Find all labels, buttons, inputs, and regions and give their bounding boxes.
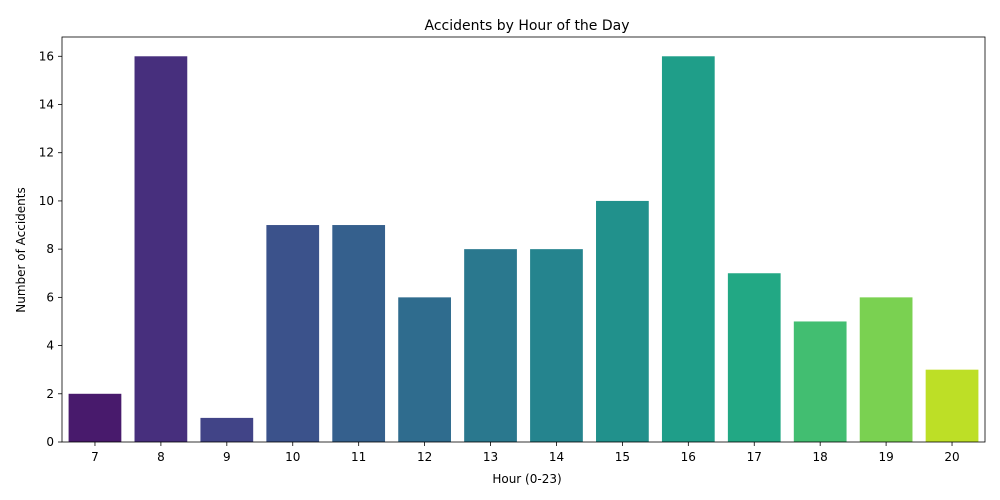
plot-frame xyxy=(61,36,986,443)
y-tick-label: 8 xyxy=(46,242,54,256)
y-tick-label: 12 xyxy=(39,146,54,160)
bar-hour-8 xyxy=(134,56,188,443)
x-ticks-group: 7 8 9 10 11 12 13 14 15 16 17 18 19 20 xyxy=(91,442,960,464)
y-tick-label: 2 xyxy=(46,387,54,401)
x-tick-label: 12 xyxy=(417,450,432,464)
x-tick-label: 14 xyxy=(549,450,564,464)
bar-hour-12 xyxy=(398,297,451,442)
x-tick-label: 17 xyxy=(747,450,762,464)
y-tick-label: 14 xyxy=(39,98,54,112)
x-tick-label: 10 xyxy=(285,450,300,464)
x-tick-label: 9 xyxy=(223,450,231,464)
x-tick-label: 16 xyxy=(681,450,696,464)
bar-hour-10 xyxy=(266,225,320,442)
x-tick-label: 13 xyxy=(483,450,498,464)
x-tick-label: 7 xyxy=(91,450,99,464)
x-tick-label: 20 xyxy=(944,450,959,464)
bar-hour-15 xyxy=(596,200,649,442)
bar-hour-18 xyxy=(793,321,847,442)
bar-hour-17 xyxy=(727,273,781,442)
bar-hour-14 xyxy=(530,249,583,442)
x-tick-label: 8 xyxy=(157,450,165,464)
y-tick-label: 6 xyxy=(46,290,54,304)
bar-hour-11 xyxy=(332,225,386,442)
chart-title: Accidents by Hour of the Day xyxy=(424,18,629,34)
bar-hour-19 xyxy=(859,297,913,442)
y-tick-label: 10 xyxy=(39,194,54,208)
x-tick-label: 18 xyxy=(813,450,828,464)
y-tick-label: 0 xyxy=(46,435,54,449)
x-tick-label: 11 xyxy=(351,450,366,464)
x-tick-label: 19 xyxy=(878,450,893,464)
bar-hour-7 xyxy=(68,393,122,442)
y-tick-label: 4 xyxy=(46,339,54,353)
bars-group xyxy=(68,56,979,443)
bar-hour-9 xyxy=(200,417,254,442)
y-tick-label: 16 xyxy=(39,49,54,63)
bar-hour-16 xyxy=(661,56,715,443)
y-ticks-group: 0 2 4 6 8 10 12 14 16 xyxy=(39,49,62,449)
bar-hour-20 xyxy=(925,369,979,442)
bar-hour-13 xyxy=(464,249,517,442)
y-axis-label: Number of Accidents xyxy=(14,187,28,313)
x-axis-label: Hour (0-23) xyxy=(492,472,561,486)
x-tick-label: 15 xyxy=(615,450,630,464)
